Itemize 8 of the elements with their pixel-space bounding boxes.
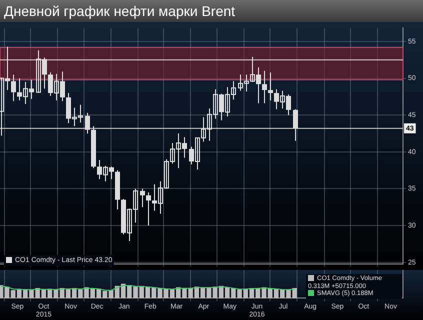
candlestick xyxy=(293,108,298,142)
chart-title: Дневной график нефти марки Brent xyxy=(0,0,423,22)
candlestick xyxy=(146,192,151,226)
candlestick xyxy=(262,70,267,104)
candlestick xyxy=(140,188,145,208)
candlestick xyxy=(85,112,90,134)
candlestick xyxy=(11,74,16,102)
candlestick xyxy=(268,72,273,101)
